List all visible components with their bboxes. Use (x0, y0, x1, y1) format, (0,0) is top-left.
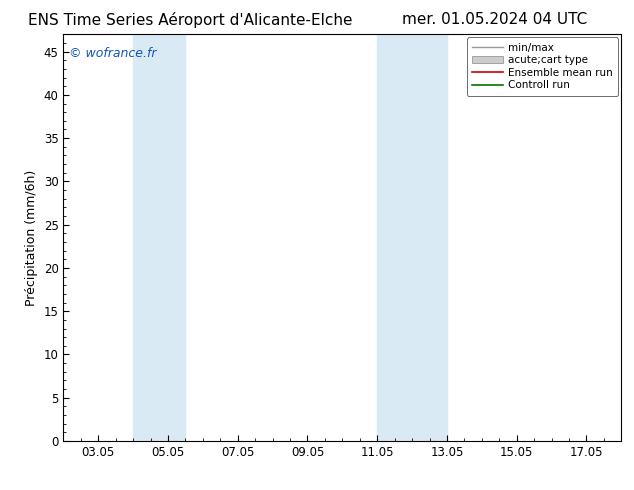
Bar (133, 34, 185, 441)
Text: © wofrance.fr: © wofrance.fr (69, 47, 157, 59)
Legend: min/max, acute;cart type, Ensemble mean run, Controll run: min/max, acute;cart type, Ensemble mean … (467, 37, 618, 96)
Bar (377, 34, 447, 441)
Text: ENS Time Series Aéroport d'Alicante-Elche: ENS Time Series Aéroport d'Alicante-Elch… (28, 12, 353, 28)
Text: mer. 01.05.2024 04 UTC: mer. 01.05.2024 04 UTC (402, 12, 587, 27)
Y-axis label: Précipitation (mm/6h): Précipitation (mm/6h) (25, 170, 38, 306)
